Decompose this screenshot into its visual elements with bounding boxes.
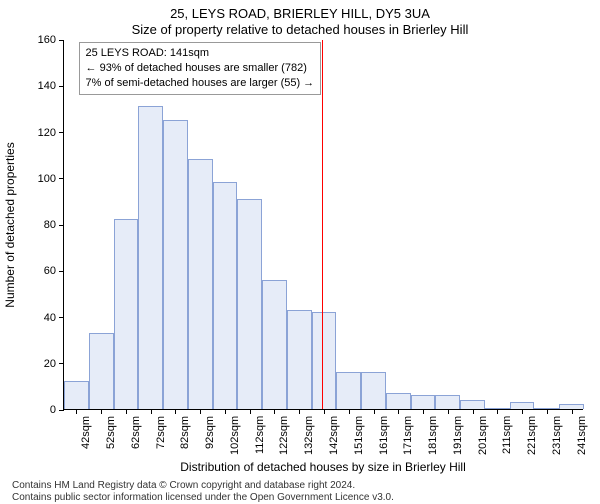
x-tickmark [497, 409, 498, 414]
x-tickmark [547, 409, 548, 414]
x-tickmark [374, 409, 375, 414]
histogram-bar [287, 310, 312, 409]
y-tick: 80 [44, 219, 64, 231]
x-tickmark [522, 409, 523, 414]
x-tickmark [324, 409, 325, 414]
histogram-bar [89, 333, 114, 409]
histogram-bar [312, 312, 337, 409]
annotation-line3: 7% of semi-detached houses are larger (5… [86, 76, 315, 91]
histogram-bar [237, 199, 262, 409]
plot-area: 25 LEYS ROAD: 141sqm ← 93% of detached h… [63, 40, 583, 410]
histogram-bar [163, 120, 188, 409]
x-tick-label: 112sqm [254, 416, 266, 454]
x-tick-label: 221sqm [526, 416, 538, 455]
annotation-line2: ← 93% of detached houses are smaller (78… [86, 61, 315, 76]
y-tick: 0 [50, 404, 64, 416]
annotation-line1: 25 LEYS ROAD: 141sqm [86, 46, 315, 61]
y-tick: 140 [38, 80, 64, 92]
x-tickmark [572, 409, 573, 414]
x-tickmark [225, 409, 226, 414]
histogram-bar [460, 400, 485, 409]
chart-container: 25, LEYS ROAD, BRIERLEY HILL, DY5 3UA Si… [0, 0, 600, 500]
x-tickmark [101, 409, 102, 414]
x-tickmark [250, 409, 251, 414]
x-tick-label: 211sqm [501, 416, 513, 454]
x-tick-label: 181sqm [427, 416, 439, 455]
x-tickmark [349, 409, 350, 414]
x-tick-label: 142sqm [328, 416, 340, 455]
y-tick: 100 [38, 173, 64, 185]
x-tickmark [448, 409, 449, 414]
histogram-bar [411, 395, 436, 409]
y-axis-label: Number of detached properties [3, 142, 17, 307]
x-axis-label: Distribution of detached houses by size … [63, 460, 583, 474]
x-tickmark [151, 409, 152, 414]
x-tick-label: 241sqm [576, 416, 588, 455]
histogram-bar [188, 159, 213, 409]
histogram-bar [262, 280, 287, 410]
histogram-bar [386, 393, 411, 409]
y-tick: 60 [44, 265, 64, 277]
annotation-box: 25 LEYS ROAD: 141sqm ← 93% of detached h… [79, 42, 322, 95]
x-tick-label: 72sqm [155, 416, 167, 449]
x-tick-label: 171sqm [402, 416, 414, 455]
x-tickmark [76, 409, 77, 414]
x-tickmark [274, 409, 275, 414]
histogram-bar [213, 182, 238, 409]
x-tick-label: 151sqm [353, 416, 365, 455]
x-tickmark [473, 409, 474, 414]
x-tick-label: 132sqm [303, 416, 315, 455]
y-tick: 160 [38, 34, 64, 46]
x-tickmark [299, 409, 300, 414]
footer-line1: Contains HM Land Registry data © Crown c… [12, 480, 394, 492]
histogram-bar [361, 372, 386, 409]
x-tickmark [175, 409, 176, 414]
footer-line2: Contains public sector information licen… [12, 492, 394, 504]
x-tick-label: 62sqm [130, 416, 142, 449]
y-tick: 120 [38, 127, 64, 139]
histogram-bar [114, 219, 139, 409]
x-tickmark [200, 409, 201, 414]
x-tick-label: 42sqm [80, 416, 92, 449]
histogram-bar [336, 372, 361, 409]
x-tick-label: 52sqm [105, 416, 117, 449]
x-tickmark [126, 409, 127, 414]
x-tick-label: 191sqm [452, 416, 464, 455]
histogram-bar [138, 106, 163, 409]
chart-title-desc: Size of property relative to detached ho… [0, 22, 600, 37]
x-tick-label: 161sqm [378, 416, 390, 455]
x-tick-label: 82sqm [179, 416, 191, 449]
x-tickmark [398, 409, 399, 414]
histogram-bar [435, 395, 460, 409]
footer-attribution: Contains HM Land Registry data © Crown c… [12, 480, 394, 504]
y-tick: 20 [44, 358, 64, 370]
x-tick-label: 201sqm [477, 416, 489, 455]
marker-line [322, 40, 323, 409]
x-tick-label: 122sqm [278, 416, 290, 455]
chart-title-address: 25, LEYS ROAD, BRIERLEY HILL, DY5 3UA [0, 6, 600, 21]
x-tick-label: 92sqm [204, 416, 216, 449]
histogram-bar [64, 381, 89, 409]
histogram-bar [510, 402, 535, 409]
x-tick-label: 231sqm [551, 416, 563, 455]
x-tickmark [423, 409, 424, 414]
x-tick-label: 102sqm [229, 416, 241, 455]
y-tick: 40 [44, 312, 64, 324]
